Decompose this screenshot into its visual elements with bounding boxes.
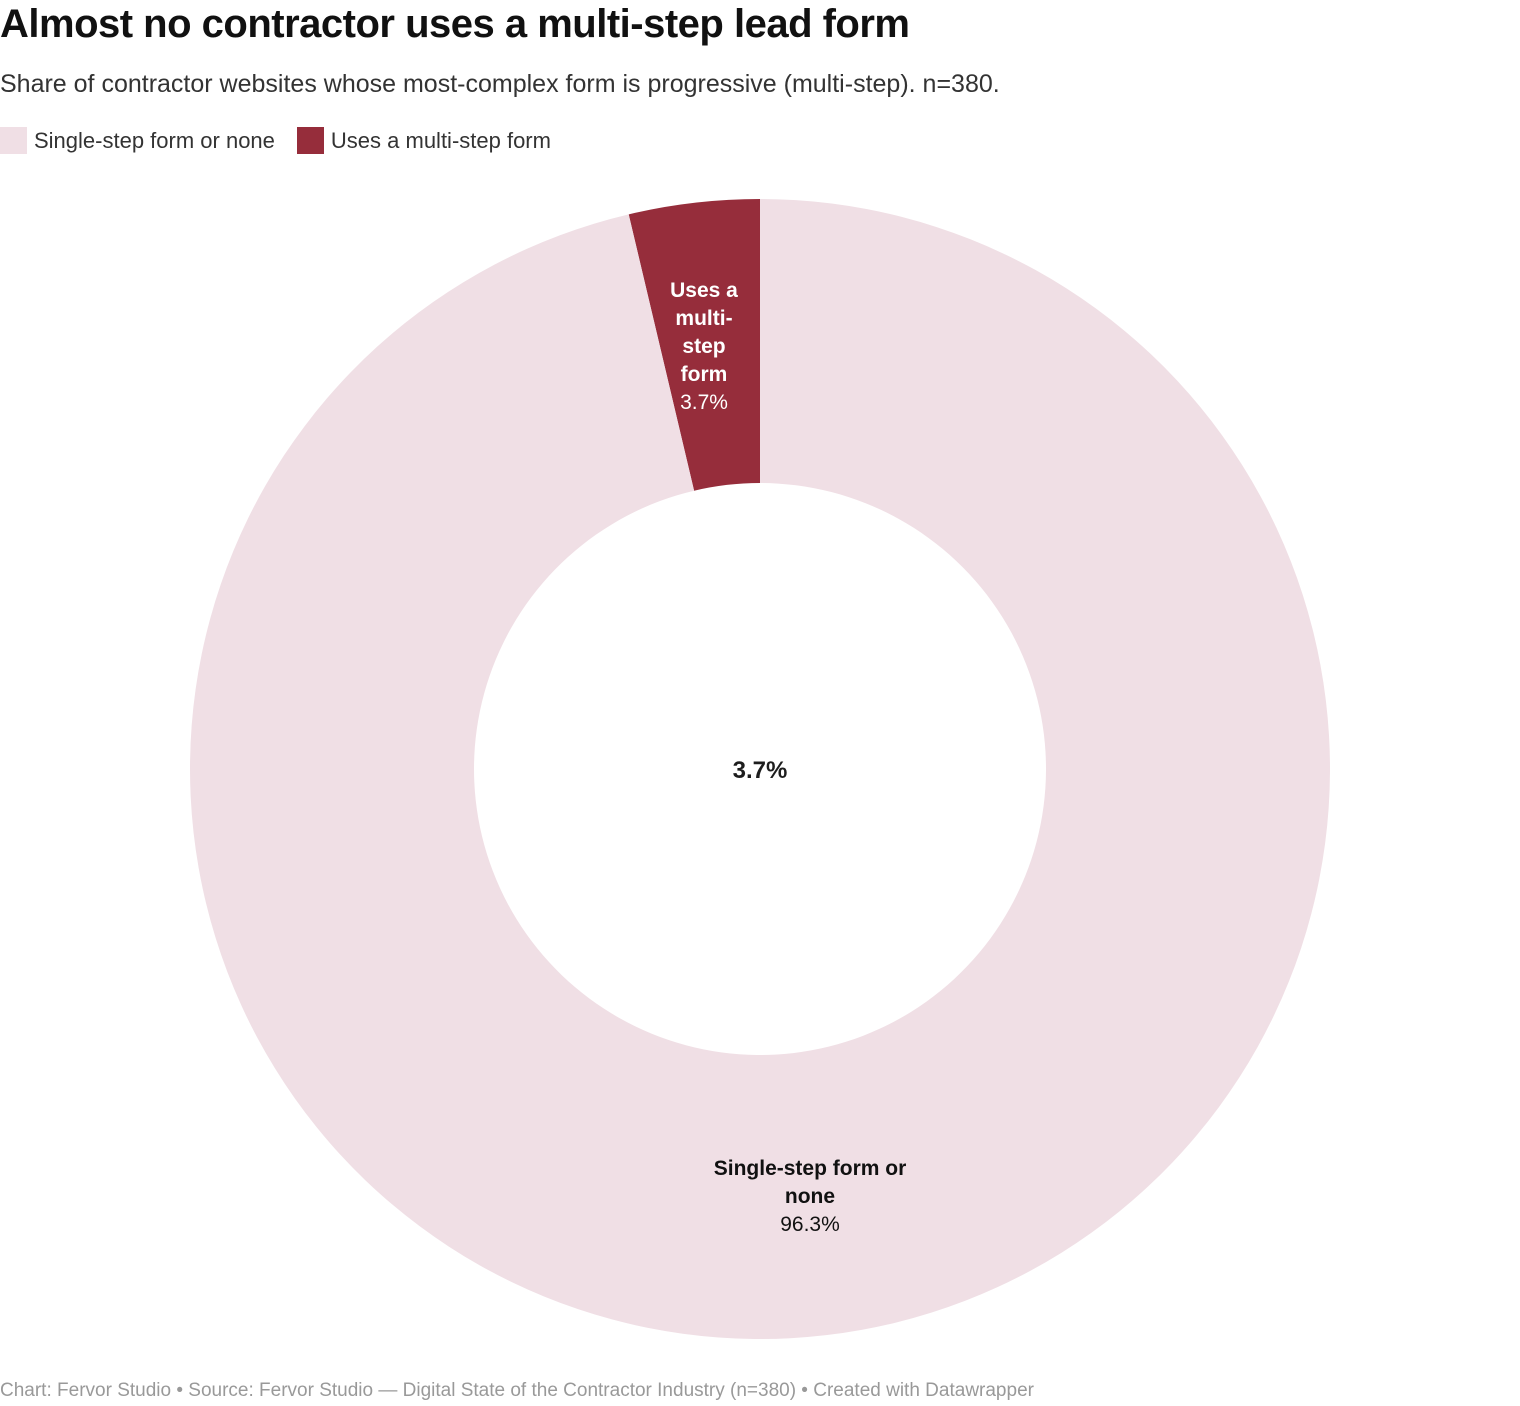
legend-label-multi-step: Uses a multi-step form — [330, 127, 551, 153]
legend-swatch-multi-step — [296, 127, 324, 154]
chart-subtitle: Share of contractor websites whose most-… — [0, 70, 1000, 98]
chart-title: Almost no contractor uses a multi-step l… — [0, 2, 910, 46]
legend-swatch-single-step — [0, 127, 27, 154]
chart-footer: Chart: Fervor Studio • Source: Fervor St… — [0, 1380, 1034, 1401]
legend-item-multi-step: Uses a multi-step form — [296, 127, 551, 154]
slice-label-single-step-form-or-none: Single-step form or none 96.3% — [714, 1157, 907, 1236]
donut-chart: Uses a multi-step form 3.7% Single-step form… — [190, 199, 1331, 1339]
slice-single-step-form-or-none — [190, 199, 1331, 1339]
slice-uses-a-multi-step-form — [628, 199, 760, 491]
donut-slices — [190, 199, 1331, 1339]
slice-labels: Uses a multi-step form 3.7% Single-step form… — [670, 279, 906, 1236]
legend: Single-step form or none Uses a multi-st… — [0, 127, 573, 154]
legend-label-single-step: Single-step form or none — [34, 127, 275, 153]
donut-center-label: 3.7% — [733, 757, 788, 784]
legend-item-single-step: Single-step form or none — [0, 127, 275, 154]
slice-label-uses-a-multi-step-form: Uses a multi-step form 3.7% — [670, 279, 738, 414]
